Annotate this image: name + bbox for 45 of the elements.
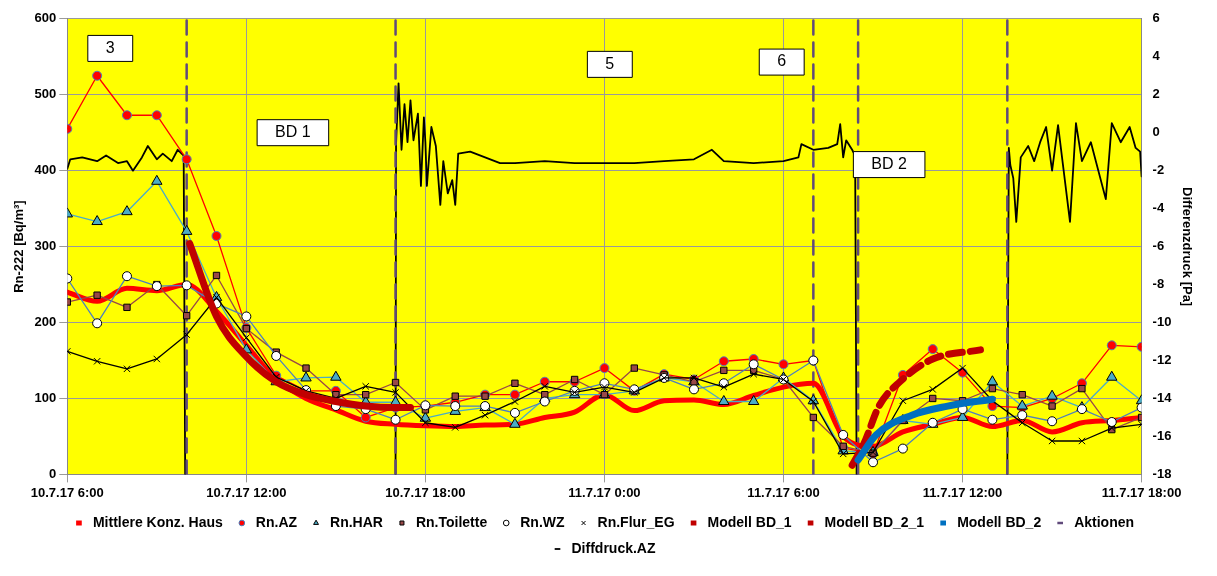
legend-label: Aktionen xyxy=(1074,513,1135,530)
y-axis-title: Rn-222 [Bq/m³] xyxy=(11,200,27,293)
y-tick-label: 100 xyxy=(34,390,57,406)
y-tick-label: 200 xyxy=(34,314,57,330)
legend-label: Modell BD_2_1 xyxy=(824,513,925,530)
legend-label: Modell BD_1 xyxy=(707,513,792,530)
legend-label: Rn.HAR xyxy=(330,513,383,530)
x-tick-label: 11.7.17 0:00 xyxy=(568,484,641,500)
y2-tick-label: 2 xyxy=(1152,86,1160,102)
y2-tick-label: -8 xyxy=(1152,276,1165,292)
x-tick-label: 11.7.17 6:00 xyxy=(747,484,820,500)
y2-tick-label: 6 xyxy=(1152,10,1160,26)
y2-tick-label: -18 xyxy=(1152,465,1172,481)
legend-label: Rn.Flur_EG xyxy=(597,513,675,530)
x-tick-label: 10.7.17 12:00 xyxy=(206,484,287,500)
y2-tick-label: -4 xyxy=(1152,200,1165,216)
annotation: BD 1 xyxy=(275,123,311,141)
y-tick-label: 500 xyxy=(34,86,57,102)
x-tick-label: 11.7.17 12:00 xyxy=(922,484,1003,500)
annotation: 6 xyxy=(777,52,787,70)
legend-label: Rn.Toilette xyxy=(415,513,488,530)
legend-label: Rn.WZ xyxy=(520,513,565,530)
y-tick-label: 400 xyxy=(34,162,57,178)
y2-tick-label: 0 xyxy=(1152,124,1160,140)
annotation: BD 2 xyxy=(871,155,908,172)
x-tick-label: 10.7.17 18:00 xyxy=(385,484,466,500)
y-tick-label: 300 xyxy=(34,238,57,254)
legend-label: Mittlere Konz. Haus xyxy=(92,513,224,530)
x-tick-label: 11.7.17 18:00 xyxy=(1101,484,1182,500)
y-tick-label: 600 xyxy=(34,10,57,26)
legend-label: Rn.AZ xyxy=(255,513,298,530)
y2-tick-label: -2 xyxy=(1152,162,1165,178)
y2-tick-label: -12 xyxy=(1152,352,1172,368)
legend-label: Modell BD_2 xyxy=(957,513,1042,530)
y2-tick-label: -10 xyxy=(1152,314,1172,330)
x-tick-label: 10.7.17 6:00 xyxy=(30,484,104,500)
y2-axis-title: Differenzdruck [Pa] xyxy=(1179,187,1195,307)
y2-tick-label: -14 xyxy=(1152,390,1173,406)
annotation: 5 xyxy=(605,54,615,72)
y2-tick-label: -6 xyxy=(1152,238,1165,254)
y2-tick-label: 4 xyxy=(1152,48,1161,64)
y-tick-label: 0 xyxy=(49,465,57,481)
legend-label: Diffdruck.AZ xyxy=(571,539,656,556)
y2-tick-label: -16 xyxy=(1152,428,1172,444)
annotation: 3 xyxy=(105,38,115,56)
